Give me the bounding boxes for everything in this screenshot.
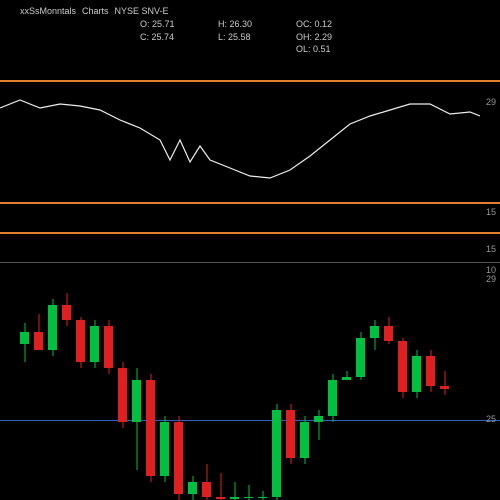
ol-label: OL: <box>296 44 311 54</box>
axis-tick-label: 15 <box>486 244 496 254</box>
title-left: xxSsMonntals <box>20 6 76 16</box>
grid-line <box>0 262 500 263</box>
axis-tick-label: 29 <box>486 97 496 107</box>
h-label: H: <box>218 19 227 29</box>
panel-divider <box>0 202 500 204</box>
c-label: C: <box>140 32 149 42</box>
oh-label: OH: <box>296 32 312 42</box>
chart-header: xxSsMonntals Charts NYSE SNV-E O: 25.71 … <box>20 6 480 56</box>
axis-tick-label: 25 <box>486 414 496 424</box>
grid-line <box>0 420 500 421</box>
l-val: 25.58 <box>228 32 251 42</box>
o-label: O: <box>140 19 150 29</box>
ohlc-grid: O: 25.71 H: 26.30 OC: 0.12 C: 25.74 L: 2… <box>140 18 480 56</box>
ol-val: 0.51 <box>313 44 331 54</box>
oh-val: 2.29 <box>315 32 333 42</box>
l-label: L: <box>218 32 226 42</box>
oc-val: 0.12 <box>315 19 333 29</box>
h-val: 26.30 <box>230 19 253 29</box>
line-chart <box>0 82 480 200</box>
oc-label: OC: <box>296 19 312 29</box>
axis-tick-label: 29 <box>486 274 496 284</box>
c-val: 25.74 <box>152 32 175 42</box>
panel-divider <box>0 232 500 234</box>
line-series <box>0 100 480 178</box>
title-mid: Charts <box>82 6 109 16</box>
o-val: 25.71 <box>152 19 175 29</box>
axis-tick-label: 15 <box>486 207 496 217</box>
title-right: NYSE SNV-E <box>115 6 169 16</box>
